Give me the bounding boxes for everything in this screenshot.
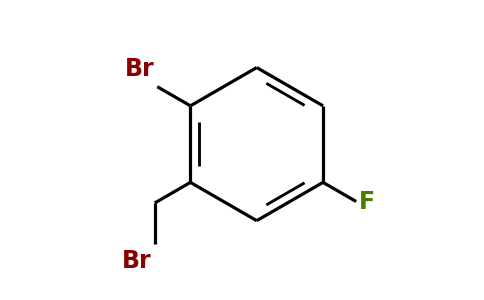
Text: Br: Br xyxy=(122,249,152,273)
Text: Br: Br xyxy=(125,57,154,81)
Text: F: F xyxy=(359,190,375,214)
